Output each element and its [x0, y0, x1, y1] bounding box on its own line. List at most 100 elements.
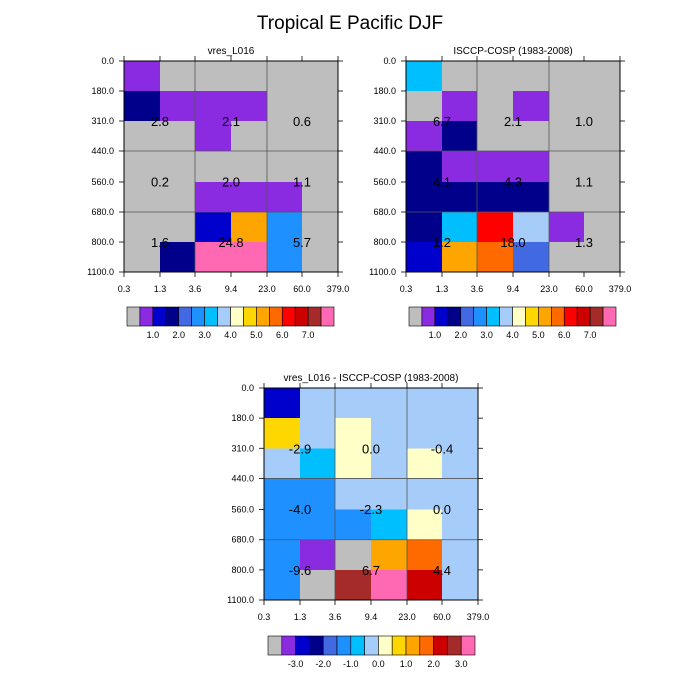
heatmap-cell	[442, 418, 479, 449]
heatmap-cell	[584, 151, 621, 183]
colorbar-swatch	[551, 306, 565, 327]
x-tick-label: 60.0	[433, 612, 451, 622]
colorbar-label: 3.0	[198, 330, 211, 340]
heatmap-cell	[264, 418, 301, 449]
colorbar-swatch	[139, 306, 154, 327]
heatmap-cell	[406, 182, 443, 213]
x-tick-label: 1.3	[436, 284, 449, 294]
heatmap-cell	[124, 242, 161, 273]
heatmap-cell	[442, 91, 478, 122]
heatmap-cell	[442, 182, 478, 213]
y-tick-label: 680.0	[91, 207, 114, 217]
x-tick-label: 1.3	[154, 284, 167, 294]
colorbar-label: 2.0	[427, 659, 440, 669]
colorbar-label: 7.0	[302, 330, 315, 340]
colorbar-label: 7.0	[584, 330, 597, 340]
heatmap-cell	[584, 212, 621, 243]
heatmap-cell	[160, 242, 196, 273]
colorbar-swatch	[576, 306, 591, 327]
heatmap-cell	[264, 478, 301, 511]
figure-title: Tropical E Pacific DJF	[257, 13, 443, 34]
block-value-label: 1.1	[293, 175, 311, 190]
heatmap-cell	[407, 509, 443, 541]
chart-panel-3: 0.3 1.3 3.6 9.4 23.0 60.0 379.0 0.0 180.0 310.0 44…	[227, 373, 489, 622]
block-value-label: 2.1	[222, 114, 240, 129]
colorbar-swatch	[309, 635, 324, 656]
heatmap-cell	[302, 242, 339, 273]
block-value-label: -2.3	[360, 502, 382, 517]
x-tick-label: 9.4	[225, 284, 238, 294]
y-tick-label: 800.0	[231, 565, 254, 575]
heatmap-cell	[335, 539, 372, 571]
heatmap-cell	[264, 388, 301, 419]
block-value-label: 6.7	[362, 563, 380, 578]
colorbar-swatch	[320, 306, 335, 327]
heatmap-cell	[513, 242, 550, 273]
heatmap-cell	[335, 418, 372, 449]
heatmap-cell	[264, 569, 301, 601]
colorbar-swatch	[473, 306, 487, 327]
colorbar-swatch	[350, 635, 365, 656]
heatmap-cell	[300, 509, 336, 541]
colorbar-swatch	[364, 635, 379, 656]
y-tick-label: 560.0	[231, 505, 254, 515]
heatmap-cell	[267, 212, 303, 243]
colorbar-swatch	[602, 306, 617, 327]
colorbar-label: 2.0	[172, 330, 185, 340]
heatmap-cell	[371, 418, 408, 449]
colorbar-swatch	[563, 306, 578, 327]
colorbar-swatch	[447, 306, 462, 327]
heatmap-cell	[195, 182, 232, 213]
heatmap-cell	[406, 151, 443, 183]
heatmap-cell	[231, 151, 268, 183]
colorbar-swatch	[486, 306, 500, 327]
heatmap-cell	[371, 478, 408, 511]
heatmap-cell	[231, 212, 268, 243]
colorbar-label: 5.0	[532, 330, 545, 340]
heatmap-cell	[549, 212, 585, 243]
colorbar-swatch	[538, 306, 552, 327]
block-value-label: 5.7	[293, 235, 311, 250]
heatmap-cell	[335, 509, 372, 541]
y-tick-label: 0.0	[101, 56, 114, 66]
block-value-label: 18.0	[500, 235, 525, 250]
colorbar-label: 4.0	[224, 330, 237, 340]
colorbar-swatch	[525, 306, 539, 327]
y-tick-label: 1100.0	[87, 267, 114, 277]
block-value-label: 0.0	[362, 441, 380, 456]
heatmap-cell	[584, 182, 621, 213]
colorbar-swatch	[391, 635, 407, 656]
heatmap-cell	[124, 91, 161, 122]
y-tick-label: 560.0	[91, 177, 114, 187]
heatmap-cell	[407, 539, 443, 571]
heatmap-cell	[442, 539, 479, 571]
heatmap-cell	[267, 121, 303, 152]
heatmap-cell	[549, 151, 585, 183]
heatmap-cell	[442, 569, 479, 601]
heatmap-cell	[267, 61, 303, 92]
y-tick-label: 1100.0	[227, 595, 254, 605]
heatmap-cell	[407, 388, 443, 419]
block-value-label: 2.0	[222, 175, 240, 190]
heatmap-cell	[300, 418, 336, 449]
colorbar-label: 5.0	[250, 330, 263, 340]
colorbar-swatch	[217, 306, 231, 327]
heatmap-cell	[513, 61, 550, 92]
heatmap-cell	[302, 91, 339, 122]
y-tick-label: 680.0	[373, 207, 396, 217]
colorbar-swatch	[447, 635, 462, 656]
chart-panel-2: 0.3 1.3 3.6 9.4 23.0 60.0 379.0 0.0 180.0 310.0 44…	[369, 46, 631, 294]
heatmap-cell	[267, 91, 303, 122]
colorbar-swatch	[243, 306, 257, 327]
colorbar-swatch	[433, 635, 448, 656]
colorbar-swatch	[152, 306, 167, 327]
heatmap-cell	[584, 91, 621, 122]
heatmap-cell	[442, 61, 478, 92]
y-tick-label: 180.0	[373, 86, 396, 96]
colorbar-swatch	[269, 306, 283, 327]
y-tick-label: 800.0	[91, 237, 114, 247]
colorbar-swatch	[336, 635, 352, 656]
block-value-label: 0.0	[433, 502, 451, 517]
colorbar-label: 4.0	[506, 330, 519, 340]
heatmap-cell	[160, 61, 196, 92]
